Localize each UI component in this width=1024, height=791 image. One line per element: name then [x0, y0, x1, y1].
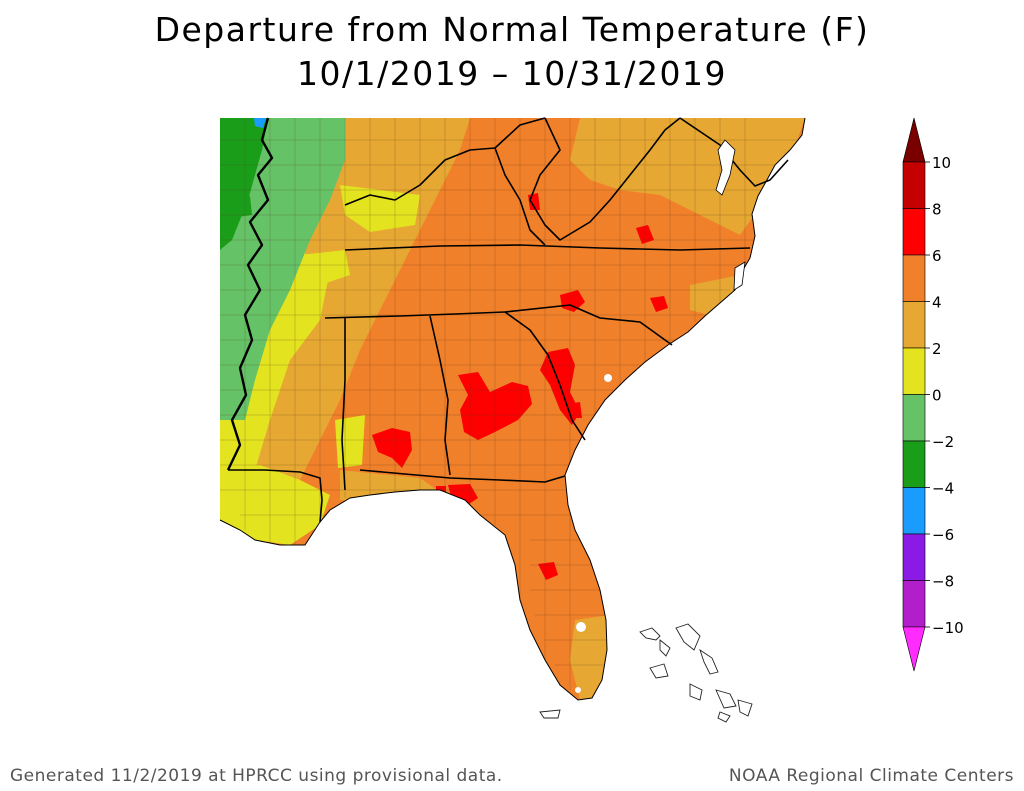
ms-la-border [228, 469, 323, 523]
no-data-spot-keys [575, 687, 581, 693]
footer-credit: NOAA Regional Climate Centers [728, 766, 1014, 786]
legend-bin [902, 533, 926, 581]
legend-under-triangle [902, 626, 926, 672]
va-wv-border [529, 117, 681, 241]
legend-bin [902, 580, 926, 628]
zone-2-to-4-south-florida [570, 615, 610, 700]
zone-neg2-to-0-kentucky [290, 140, 345, 180]
nc-sc-border [504, 304, 673, 346]
zone-0-to-2-louisiana [220, 465, 330, 545]
zone-0-to-2-tennessee [300, 250, 350, 285]
legend-bin [902, 161, 926, 209]
zone-neg4-to-neg2-spot [228, 196, 252, 218]
legend-tick-label: −2 [932, 433, 954, 451]
map-title: Departure from Normal Temperature (F) [154, 10, 870, 49]
legend-tick-label: −6 [932, 526, 954, 544]
legend-tick-label: 6 [932, 247, 942, 265]
no-data-spot-sc [604, 374, 612, 382]
legend-tick-label: 8 [932, 201, 942, 219]
legend-tick-label: −10 [932, 619, 964, 637]
legend-tick-label: −8 [932, 573, 954, 591]
mississippi-river [226, 117, 274, 471]
no-data-spot-florida [576, 622, 586, 632]
legend-tick-label: 4 [932, 294, 942, 312]
ky-wv-border [494, 147, 546, 246]
ga-sc-border [504, 311, 586, 441]
zone-2-to-4-coast [690, 275, 740, 315]
zone-6-to-8-alabama [372, 428, 412, 468]
footer-generated-note: Generated 11/2/2019 at HPRCC using provi… [10, 766, 503, 786]
ms-al-border [341, 318, 346, 491]
zone-neg6-to-neg4 [254, 118, 266, 128]
state-borders [226, 117, 789, 523]
zone-2-to-4-northeast [570, 118, 805, 235]
legend-bin [902, 254, 926, 302]
ga-fl-border [359, 469, 566, 483]
bahamas-islands [539, 623, 753, 723]
ohio-river [344, 117, 546, 206]
legend-tick-label: −4 [932, 480, 954, 498]
zone-6-to-8-upstate [560, 290, 585, 312]
coastline [219, 117, 806, 701]
al-ga-border [429, 315, 451, 476]
legend-bin [902, 208, 926, 256]
legend-tick-label: 0 [932, 387, 942, 405]
legend-bin [902, 394, 926, 442]
legend-bin [902, 347, 926, 395]
zone-6-to-8-florida [538, 562, 558, 580]
legend-tick-label: 10 [932, 154, 951, 172]
legend-over-triangle [902, 117, 926, 163]
county-lines [220, 118, 800, 690]
legend-tick-label: 2 [932, 340, 942, 358]
tn-south-border [324, 311, 506, 319]
legend-bin [902, 301, 926, 349]
tn-north-border [344, 244, 751, 251]
legend-bin [902, 487, 926, 535]
legend-bin [902, 440, 926, 488]
inland-water [715, 139, 746, 291]
date-range: 10/1/2019 – 10/31/2019 [297, 54, 727, 93]
zone-6-to-8-north-carolina [650, 296, 668, 312]
zone-6-to-8-georgia-east [568, 402, 582, 418]
md-border [679, 117, 789, 187]
